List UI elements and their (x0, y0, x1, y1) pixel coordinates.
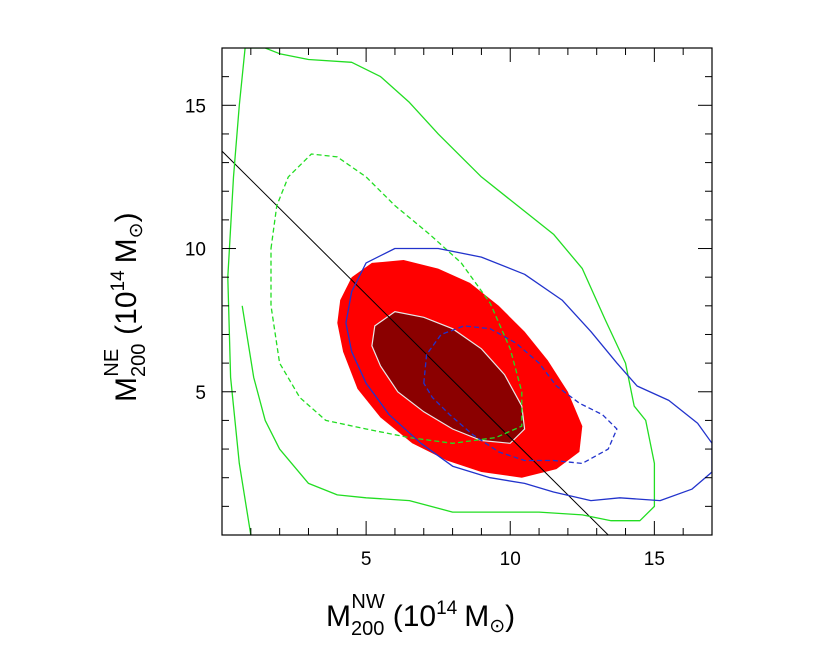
y-axis-label: M200NE(1014M⊙) (101, 212, 150, 402)
plot-contents (222, 48, 712, 535)
y-tick-label: 15 (185, 96, 206, 117)
y-tick-label: 5 (195, 383, 206, 404)
tick-labels: 5 10 15 5 10 15 (185, 96, 665, 570)
x-tick-label: 15 (644, 549, 665, 570)
blue-inner-contour (423, 325, 618, 465)
reference-line (222, 150, 609, 535)
plot-frame (221, 47, 713, 536)
y-tick-label: 10 (185, 240, 206, 261)
blue-outer-contour (345, 247, 712, 502)
green-inner-contour (270, 153, 523, 444)
x-tick-label: 10 (500, 549, 521, 570)
x-axis-label: M200NW (1014 M⊙) (326, 591, 515, 640)
green-outer-contour (227, 48, 656, 535)
axis-ticks (221, 47, 713, 536)
joint-inner-fill (371, 310, 526, 444)
x-tick-label: 5 (361, 549, 372, 570)
